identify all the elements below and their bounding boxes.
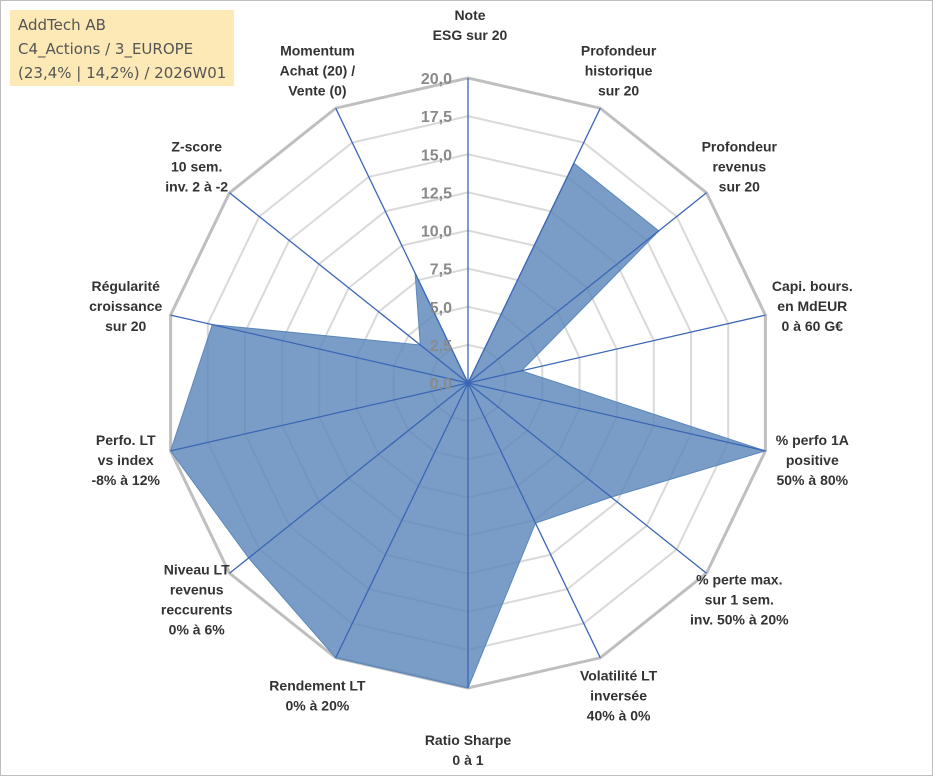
performance-summary: (23,4% | 14,2%) / 2026W01: [18, 64, 227, 82]
axis-label-9-line-3: 0% à 6%: [169, 621, 226, 637]
axis-label-10-line-2: -8% à 12%: [91, 472, 160, 488]
axis-label-3-line-0: Capi. bours.: [772, 278, 853, 294]
tick-label-5: 12,5: [421, 185, 452, 202]
axis-label-11-line-0: Régularité: [91, 278, 160, 294]
axis-line-4: [467, 382, 766, 452]
axis-label-2-line-0: Profondeur: [702, 139, 778, 155]
tick-label-3: 7,5: [430, 262, 452, 279]
axis-label-1-line-2: sur 20: [598, 82, 639, 98]
info-box: AddTech AB C4_Actions / 3_EUROPE (23,4% …: [10, 10, 234, 86]
axis-label-3-line-2: 0 à 60 G€: [782, 318, 844, 334]
axis-line-1: [467, 107, 601, 384]
axis-line-8: [335, 382, 469, 659]
axis-label-1-line-1: historique: [585, 62, 653, 78]
tick-labels: 0,0 2,5 5,0 7,5 10,0 12,5 15,0 17,5 20,0: [421, 71, 452, 393]
axis-label-8-line-0: Rendement LT: [269, 678, 366, 694]
axis-label-12-line-0: Z-score: [171, 139, 222, 155]
axis-line-6: [467, 382, 601, 659]
axis-label-3-line-1: en MdEUR: [777, 298, 847, 314]
tick-label-4: 10,0: [421, 224, 452, 241]
axis-label-11-line-2: sur 20: [105, 318, 146, 334]
axis-label-2-line-2: sur 20: [719, 179, 760, 195]
axis-lines: [170, 78, 766, 688]
tick-label-1: 2,5: [430, 338, 452, 355]
axis-label-12-line-1: 10 sem.: [171, 159, 222, 175]
axis-label-11-line-1: croissance: [89, 298, 162, 314]
company-name: AddTech AB: [18, 16, 106, 34]
axis-line-9: [229, 382, 469, 574]
axis-label-7-line-0: Ratio Sharpe: [425, 732, 512, 748]
axis-label-5-line-0: % perte max.: [696, 571, 782, 587]
axis-line-10: [170, 382, 469, 452]
axis-line-5: [467, 382, 707, 574]
axis-label-5-line-2: inv. 50% à 20%: [690, 611, 789, 627]
axis-label-13-line-1: Achat (20) /: [280, 62, 356, 78]
axis-label-0-line-1: ESG sur 20: [433, 27, 508, 43]
axis-label-9-line-0: Niveau LT: [164, 561, 230, 577]
axis-label-4-line-0: % perfo 1A: [776, 432, 849, 448]
axis-label-12-line-2: inv. 2 à -2: [165, 179, 228, 195]
axis-line-3: [467, 314, 766, 384]
axis-label-9-line-2: reccurents: [161, 601, 233, 617]
axis-line-12: [229, 192, 469, 384]
tick-label-6: 15,0: [421, 147, 452, 164]
axis-label-5-line-1: sur 1 sem.: [705, 591, 774, 607]
axis-line-2: [467, 192, 707, 384]
tick-label-2: 5,0: [430, 300, 452, 317]
axis-label-7-line-1: 0 à 1: [452, 752, 483, 768]
axis-label-0-line-0: Note: [454, 7, 485, 23]
axis-label-6-line-2: 40% à 0%: [587, 708, 651, 724]
axis-label-13-line-2: Vente (0): [288, 82, 346, 98]
axis-line-11: [170, 314, 469, 384]
axis-label-6-line-0: Volatilité LT: [580, 668, 658, 684]
axis-label-6-line-1: inversée: [590, 688, 647, 704]
axis-label-10-line-1: vs index: [98, 452, 154, 468]
axis-label-4-line-2: 50% à 80%: [776, 472, 848, 488]
axis-line-13: [335, 107, 469, 384]
tick-label-7: 17,5: [421, 109, 452, 126]
tick-label-8: 20,0: [421, 71, 452, 88]
axis-label-1-line-0: Profondeur: [581, 42, 657, 58]
axis-label-4-line-1: positive: [786, 452, 839, 468]
axis-label-13-line-0: Momentum: [280, 42, 355, 58]
axis-labels: Note ESG sur 20 Profondeur historique sur 20…: [89, 7, 853, 768]
category-path: C4_Actions / 3_EUROPE: [18, 40, 194, 58]
axis-label-8-line-1: 0% à 20%: [285, 698, 349, 714]
tick-label-0: 0,0: [430, 376, 452, 393]
axis-label-10-line-0: Perfo. LT: [96, 432, 156, 448]
axis-label-9-line-1: revenus: [170, 581, 224, 597]
axis-label-2-line-1: revenus: [712, 159, 766, 175]
